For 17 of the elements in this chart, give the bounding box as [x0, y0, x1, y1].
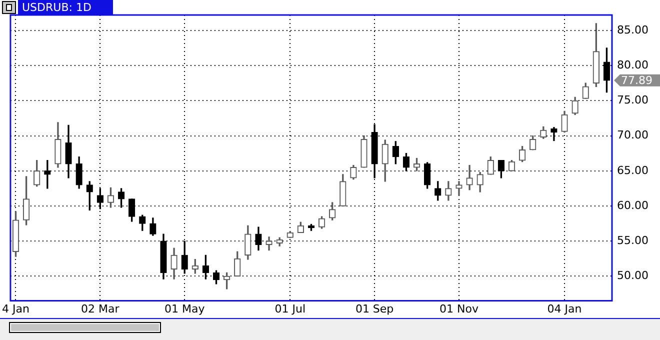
y-tick-label: 65.00 — [617, 164, 648, 177]
y-tick-label: 85.00 — [617, 23, 648, 36]
x-tick-label: 04 Jan — [547, 302, 582, 316]
y-tick-label: 60.00 — [617, 198, 648, 212]
y-tick-label: 80.00 — [617, 58, 648, 72]
y-tick-label: 70.00 — [617, 128, 648, 142]
y-tick-label: 75.00 — [617, 94, 648, 107]
x-tick-label: 01 May — [164, 302, 206, 316]
x-tick-label: 01 Nov — [439, 302, 479, 316]
chart-title: USDRUB: 1D — [18, 0, 114, 15]
x-tick-label: 01 Sep — [355, 302, 394, 316]
x-tick-label: 02 Mar — [81, 302, 120, 316]
y-tick-label: 50.00 — [617, 269, 648, 282]
text: 77.89 — [621, 74, 652, 88]
x-tick-label: 4 Jan — [2, 302, 30, 316]
y-tick-label: 55.00 — [617, 234, 648, 247]
x-tick-label: 01 Jul — [274, 302, 306, 316]
